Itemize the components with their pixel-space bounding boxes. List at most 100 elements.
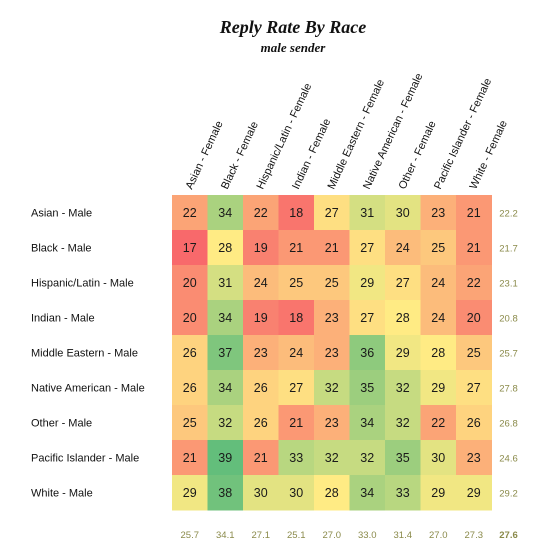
row-average-label: 25.7 — [499, 349, 518, 360]
cell-value-label: 25 — [467, 346, 481, 360]
cell-value-label: 28 — [218, 241, 232, 255]
cell-value-label: 21 — [289, 241, 303, 255]
row-label: Middle Eastern - Male — [31, 348, 138, 360]
heatmap-cell — [243, 335, 279, 371]
heatmap-cell — [420, 265, 457, 301]
row-label: Asian - Male — [31, 208, 92, 220]
cell-value-label: 19 — [254, 241, 268, 255]
cell-value-label: 29 — [431, 381, 445, 395]
heatmap-cell — [349, 195, 386, 231]
cell-value-label: 26 — [254, 381, 268, 395]
heatmap-cell — [278, 335, 315, 371]
column-label: Other - Female — [397, 119, 439, 191]
cell-value-label: 30 — [289, 486, 303, 500]
heatmap-cell — [385, 440, 421, 476]
cell-value-label: 32 — [396, 416, 410, 430]
heatmap-cell — [172, 405, 208, 441]
cell-value-label: 30 — [431, 451, 445, 465]
heatmap-cell — [172, 300, 208, 336]
cell-value-label: 27 — [360, 241, 374, 255]
heatmap-cell — [243, 405, 279, 441]
cell-value-label: 24 — [431, 311, 445, 325]
cell-value-label: 29 — [467, 486, 481, 500]
heatmap-cell — [349, 370, 386, 406]
cell-value-label: 23 — [254, 346, 268, 360]
cell-value-label: 29 — [431, 486, 445, 500]
heatmap-cell — [172, 265, 208, 301]
heatmap-cell — [349, 335, 386, 371]
row-average-label: 23.1 — [499, 279, 518, 290]
heatmap-cell — [278, 370, 315, 406]
cell-value-label: 23 — [325, 346, 339, 360]
cell-value-label: 22 — [254, 206, 268, 220]
column-average-label: 27.1 — [252, 530, 271, 541]
cell-value-label: 32 — [325, 381, 339, 395]
cell-value-label: 32 — [360, 451, 374, 465]
heatmap-cell — [172, 230, 208, 266]
heatmap-cell — [349, 405, 386, 441]
cell-value-label: 23 — [325, 311, 339, 325]
cell-value-label: 38 — [218, 486, 232, 500]
heatmap-cell — [314, 195, 350, 231]
heatmap-cell — [456, 335, 492, 371]
heatmap-cell — [420, 335, 457, 371]
row-label: Pacific Islander - Male — [31, 453, 139, 465]
cell-value-label: 24 — [254, 276, 268, 290]
row-average-label: 27.8 — [499, 384, 518, 395]
heatmap-cell — [385, 230, 421, 266]
heatmap-cell — [207, 440, 244, 476]
cell-value-label: 17 — [183, 241, 197, 255]
heatmap-cell — [207, 405, 244, 441]
cell-value-label: 34 — [360, 416, 374, 430]
heatmap-cell — [278, 475, 315, 511]
cell-value-label: 25 — [289, 276, 303, 290]
row-label: Other - Male — [31, 418, 92, 430]
cell-value-label: 25 — [431, 241, 445, 255]
cell-value-label: 31 — [360, 206, 374, 220]
heatmap-cell — [314, 475, 350, 511]
cell-value-label: 35 — [396, 451, 410, 465]
cell-value-label: 33 — [396, 486, 410, 500]
chart-subtitle: male sender — [260, 40, 326, 55]
cell-value-label: 22 — [467, 276, 481, 290]
column-label: Asian - Female — [184, 119, 226, 191]
heatmap-cell — [243, 370, 279, 406]
heatmap-cell — [349, 475, 386, 511]
cell-value-label: 30 — [396, 206, 410, 220]
heatmap-cell — [456, 265, 492, 301]
cell-value-label: 24 — [396, 241, 410, 255]
cell-value-label: 27 — [360, 311, 374, 325]
heatmap-cell — [278, 440, 315, 476]
column-average-label: 33.0 — [358, 530, 377, 541]
row-average-label: 26.8 — [499, 419, 518, 430]
row-average-label: 29.2 — [499, 489, 518, 500]
heatmap-cell — [207, 195, 244, 231]
column-average-label: 27.0 — [323, 530, 342, 541]
cell-value-label: 30 — [254, 486, 268, 500]
column-label: White - Female — [468, 119, 510, 192]
column-average-label: 31.4 — [394, 530, 413, 541]
cell-value-label: 28 — [431, 346, 445, 360]
cell-value-label: 26 — [254, 416, 268, 430]
heatmap-cell — [278, 405, 315, 441]
heatmap-cell — [314, 440, 350, 476]
heatmap-cell — [420, 475, 457, 511]
heatmap-cell — [278, 195, 315, 231]
row-average-label: 20.8 — [499, 314, 518, 325]
cell-value-label: 22 — [431, 416, 445, 430]
heatmap-cell — [456, 475, 492, 511]
cell-value-label: 21 — [325, 241, 339, 255]
column-label: Black - Female — [219, 120, 261, 192]
cell-value-label: 36 — [360, 346, 374, 360]
heatmap-cell — [314, 230, 350, 266]
chart-title: Reply Rate By Race — [219, 17, 367, 37]
row-average-label: 24.6 — [499, 454, 518, 465]
heatmap-cell — [314, 405, 350, 441]
heatmap-cell — [456, 405, 492, 441]
heatmap-cell — [420, 195, 457, 231]
heatmap-cell — [314, 300, 350, 336]
cell-value-label: 34 — [218, 311, 232, 325]
cell-value-label: 26 — [183, 346, 197, 360]
heatmap-cell — [207, 265, 244, 301]
cell-value-label: 21 — [289, 416, 303, 430]
